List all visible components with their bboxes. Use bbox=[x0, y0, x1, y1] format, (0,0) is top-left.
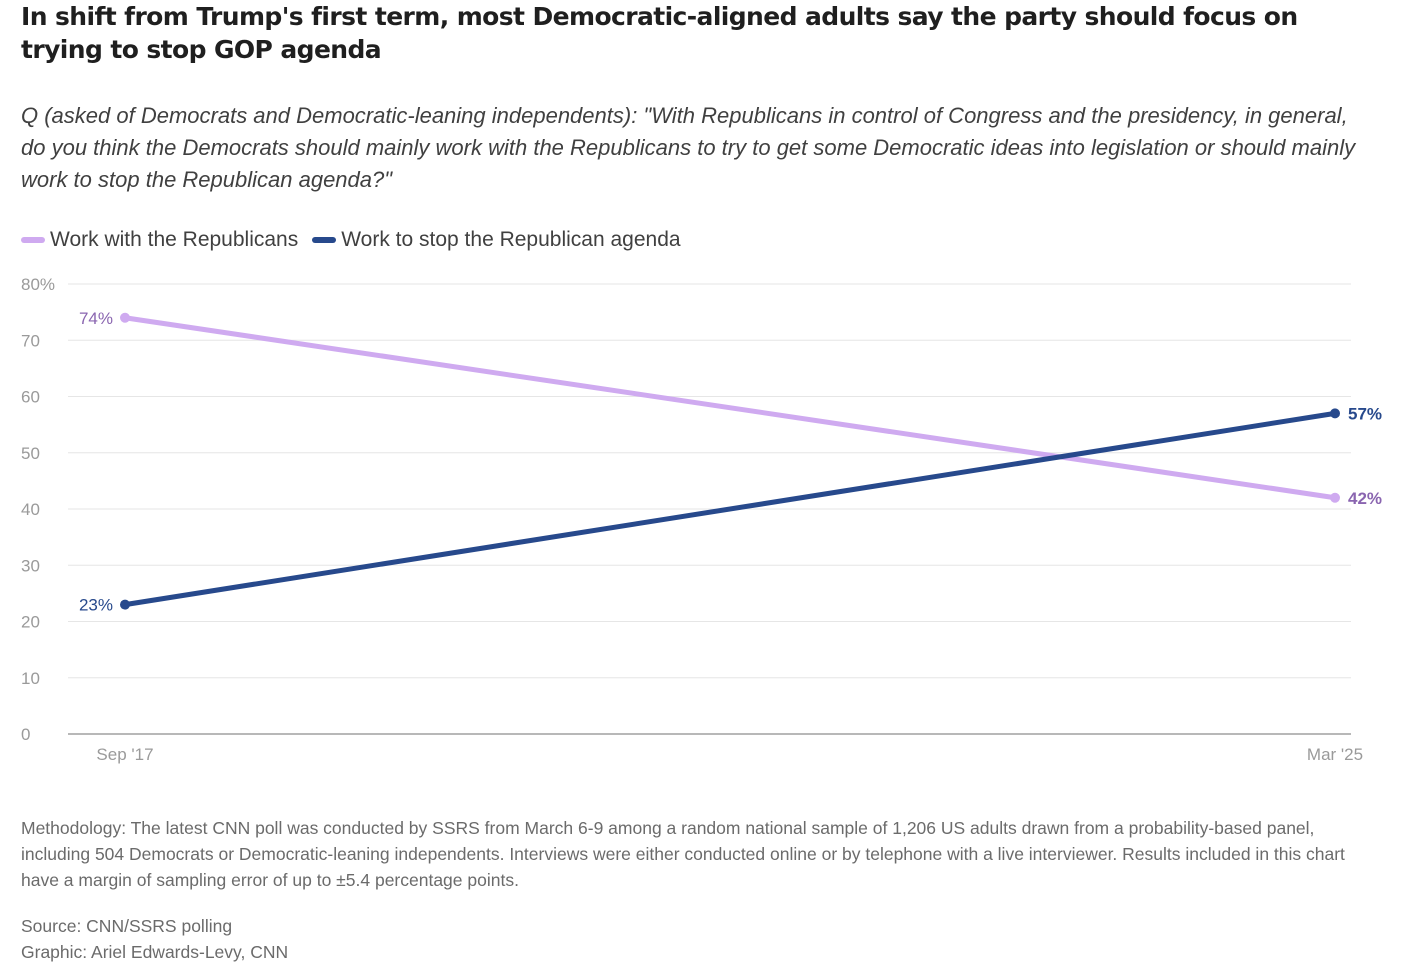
series-line bbox=[122, 410, 1338, 608]
x-tick-label: Sep '17 bbox=[96, 745, 153, 764]
legend-label-work-to-stop: Work to stop the Republican agenda bbox=[341, 228, 681, 251]
series-line bbox=[122, 315, 1338, 501]
credit-text: Graphic: Ariel Edwards-Levy, CNN bbox=[21, 942, 289, 962]
y-tick-label: 80% bbox=[21, 275, 55, 294]
y-tick-label: 20 bbox=[21, 613, 40, 632]
data-label: 74% bbox=[79, 309, 113, 328]
source-block: Source: CNN/SSRS polling Graphic: Ariel … bbox=[21, 913, 288, 965]
data-label: 23% bbox=[79, 596, 113, 615]
x-tick-label: Mar '25 bbox=[1307, 745, 1363, 764]
y-tick-label: 70 bbox=[21, 331, 40, 350]
methodology-note: Methodology: The latest CNN poll was con… bbox=[21, 818, 1345, 890]
y-tick-label: 10 bbox=[21, 669, 40, 688]
legend-item-work-to-stop: Work to stop the Republican agenda bbox=[312, 228, 681, 252]
chart-subtitle: Q (asked of Democrats and Democratic-lea… bbox=[21, 103, 1356, 192]
y-tick-label: 0 bbox=[21, 725, 30, 744]
legend-item-work-with: Work with the Republicans bbox=[21, 228, 298, 252]
data-label: 42% bbox=[1348, 489, 1382, 508]
legend-label-work-with: Work with the Republicans bbox=[50, 228, 299, 251]
legend: Work with the Republicans Work to stop t… bbox=[21, 226, 695, 254]
data-point bbox=[1330, 408, 1340, 419]
data-point bbox=[1330, 492, 1340, 503]
y-tick-label: 40 bbox=[21, 500, 40, 519]
y-tick-label: 30 bbox=[21, 556, 40, 575]
y-tick-label: 50 bbox=[21, 444, 40, 463]
legend-swatch-work-with bbox=[21, 237, 45, 243]
source-text: Source: CNN/SSRS polling bbox=[21, 916, 233, 936]
data-label: 57% bbox=[1348, 404, 1382, 423]
y-tick-label: 60 bbox=[21, 388, 40, 407]
chart-title: In shift from Trump's first term, most D… bbox=[21, 2, 1298, 64]
legend-swatch-work-to-stop bbox=[312, 237, 337, 243]
data-point bbox=[120, 599, 130, 610]
data-point bbox=[120, 312, 130, 323]
line-chart: 80% 70 60 50 40 30 20 10 0 Sep '17 Mar '25 74% 42% 23… bbox=[21, 275, 1382, 764]
